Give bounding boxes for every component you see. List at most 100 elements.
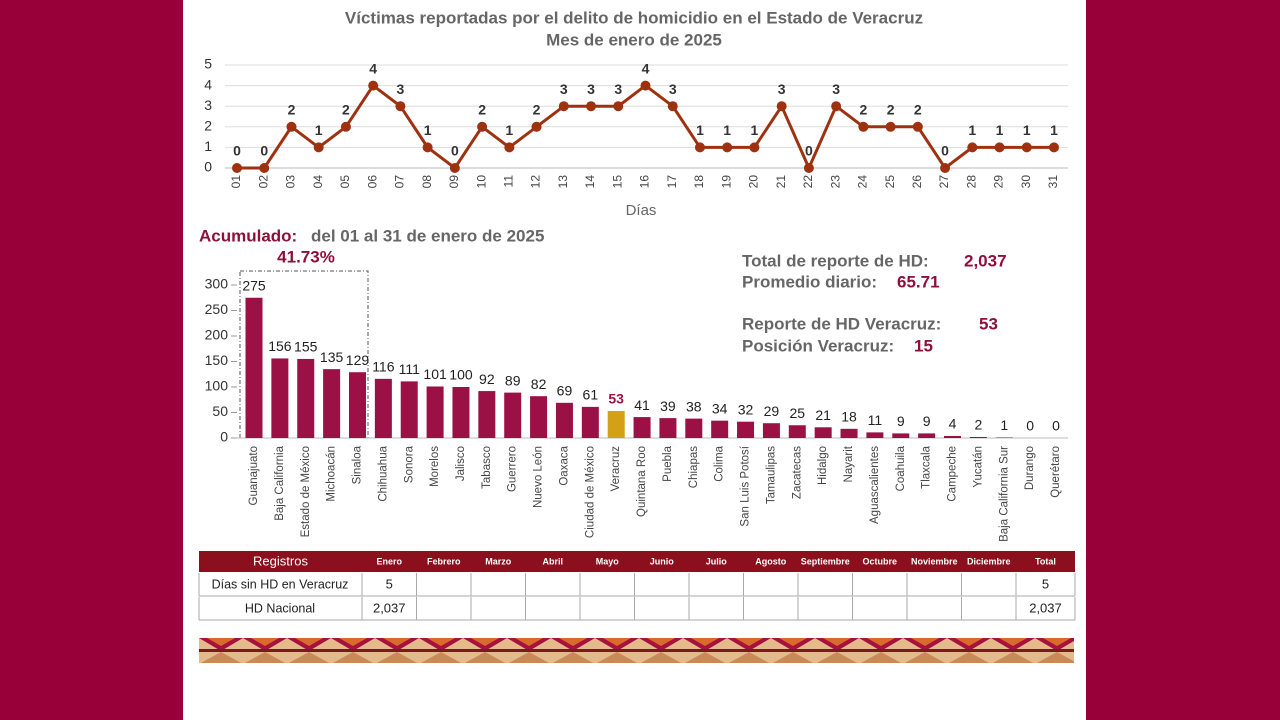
bar — [426, 386, 444, 438]
x-tick-label: 03 — [284, 175, 298, 189]
bar — [866, 432, 884, 438]
bar — [400, 381, 418, 438]
header-cell: Noviembre — [911, 556, 958, 566]
x-tick-label: 20 — [747, 175, 761, 189]
x-tick-label: Campeche — [947, 446, 959, 502]
x-tick-label: 12 — [529, 175, 543, 189]
decor-band — [199, 638, 1074, 663]
point — [1049, 142, 1059, 153]
top-share: 41.73% — [277, 247, 335, 266]
data-label: 61 — [583, 387, 599, 403]
bar — [762, 423, 780, 438]
data-label: 21 — [815, 407, 831, 423]
y-tick-label: 1 — [204, 138, 212, 154]
x-tick-label: 02 — [256, 175, 270, 189]
data-label: 2 — [478, 102, 486, 118]
bar — [348, 372, 366, 438]
x-tick-label: 08 — [420, 175, 434, 189]
y-tick-label: 100 — [205, 378, 229, 394]
x-tick-label: Veracruz — [610, 446, 622, 492]
data-label: 29 — [764, 403, 780, 419]
data-label: 1 — [505, 122, 513, 138]
data-label: 1 — [424, 122, 432, 138]
x-tick-label: 05 — [338, 175, 352, 189]
point — [259, 163, 270, 173]
x-tick-label: 16 — [638, 175, 652, 189]
row-label: HD Nacional — [245, 601, 315, 615]
point — [776, 101, 787, 112]
data-label: 111 — [399, 361, 420, 377]
x-tick-label: Coahuila — [895, 445, 907, 491]
header-cell: Julio — [706, 556, 728, 566]
x-tick-label: 06 — [365, 175, 379, 189]
data-label: 1 — [751, 122, 759, 138]
point — [667, 101, 678, 112]
y-tick-label: 250 — [205, 301, 229, 317]
data-label: 155 — [294, 339, 318, 355]
summary-value: 2,037 — [964, 251, 1007, 270]
data-label: 3 — [560, 81, 568, 97]
data-label: 1 — [696, 122, 704, 138]
x-tick-label: Oaxaca — [558, 445, 570, 485]
point — [449, 163, 460, 173]
point — [232, 163, 242, 173]
x-tick-label: Ciudad de México — [584, 446, 596, 538]
point — [722, 142, 733, 153]
bar — [581, 406, 599, 438]
data-label: 69 — [557, 383, 573, 399]
y-tick-label: 3 — [204, 97, 212, 113]
y-tick-label: 200 — [205, 327, 229, 343]
point — [340, 121, 351, 132]
x-tick-label: Tamaulipas — [765, 446, 777, 504]
y-tick-label: 150 — [205, 352, 229, 368]
bar — [374, 378, 392, 438]
x-tick-label: 14 — [583, 175, 597, 189]
data-label: 156 — [268, 338, 292, 354]
data-label: 116 — [372, 359, 395, 375]
row-label: Días sin HD en Veracruz — [212, 577, 349, 591]
point — [858, 121, 869, 132]
data-label: 1 — [968, 122, 976, 138]
x-tick-label: 26 — [910, 175, 924, 189]
data-label: 3 — [587, 81, 595, 97]
cell-total: 5 — [1042, 576, 1049, 591]
point — [967, 142, 978, 153]
x-tick-label: Durango — [1024, 446, 1036, 490]
x-tick-label: 11 — [502, 175, 516, 188]
bar — [788, 425, 806, 438]
data-label: 4 — [949, 416, 957, 432]
x-tick-label: Puebla — [662, 445, 674, 481]
data-label: 2 — [974, 417, 982, 433]
x-tick-label: 18 — [692, 175, 706, 189]
x-tick-label: Nayarit — [843, 445, 855, 482]
point — [586, 101, 597, 112]
point — [912, 121, 923, 132]
bar — [607, 410, 625, 438]
data-label: 39 — [660, 398, 676, 414]
x-tick-label: Tlaxcala — [921, 445, 933, 488]
point — [613, 101, 624, 112]
bar — [711, 420, 729, 438]
y-tick-label: 2 — [204, 118, 212, 134]
header-cell: Junio — [650, 556, 675, 566]
x-tick-label: 27 — [937, 175, 951, 189]
summary-label: Reporte de HD Veracruz: — [742, 314, 941, 333]
data-label: 1 — [1050, 122, 1058, 138]
x-tick-label: Sonora — [403, 445, 415, 483]
summary-label: Promedio diario: — [742, 272, 877, 291]
data-label: 1 — [315, 122, 323, 138]
data-label: 275 — [242, 277, 266, 293]
point — [994, 142, 1005, 153]
bar — [323, 369, 341, 438]
data-label: 9 — [897, 413, 905, 429]
bar — [452, 387, 470, 438]
bar — [685, 418, 703, 438]
point — [286, 121, 297, 132]
summary-value: 15 — [914, 336, 933, 355]
header-cell: Septiembre — [801, 556, 850, 566]
point — [749, 142, 760, 153]
y-tick-label: 4 — [204, 76, 212, 92]
point — [803, 163, 814, 173]
data-label: 38 — [686, 398, 702, 414]
